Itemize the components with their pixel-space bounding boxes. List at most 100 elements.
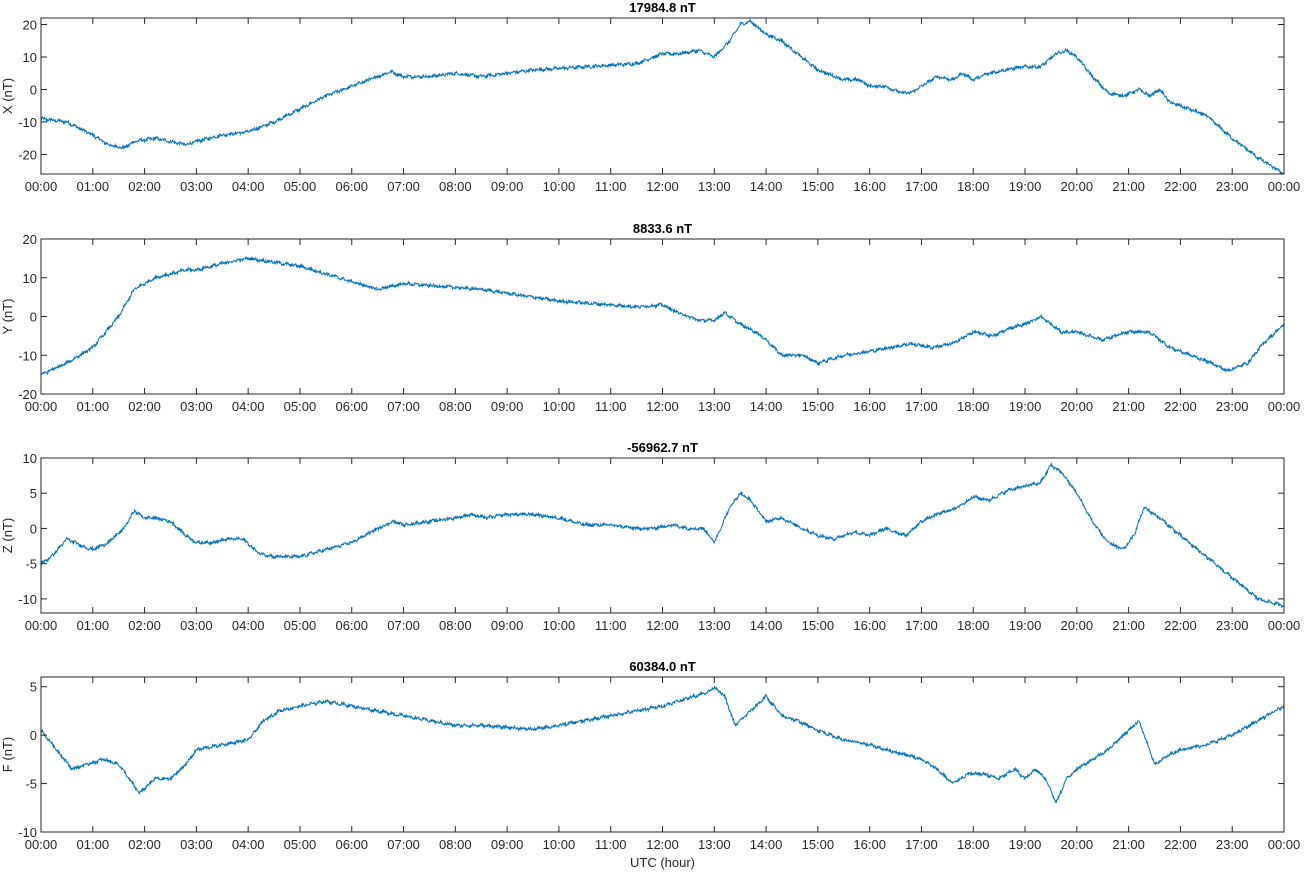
x-tick-label: 17:00 <box>905 179 938 194</box>
x-tick-label: 20:00 <box>1061 837 1094 852</box>
x-tick-label: 09:00 <box>491 618 524 633</box>
x-tick-label: 11:00 <box>595 179 627 194</box>
y-tick-label: -5 <box>25 557 37 572</box>
x-tick-label: 00:00 <box>25 399 58 414</box>
x-tick-label: 00:00 <box>25 618 58 633</box>
x-tick-label: 12:00 <box>646 618 679 633</box>
x-tick-label: 13:00 <box>698 399 731 414</box>
x-tick-label: 06:00 <box>335 399 368 414</box>
x-tick-label: 15:00 <box>802 399 835 414</box>
x-tick-label: 15:00 <box>802 179 835 194</box>
x-tick-label: 16:00 <box>853 837 886 852</box>
y-tick-label: 5 <box>30 486 37 501</box>
y-tick-label: 10 <box>23 271 37 286</box>
x-tick-label: 14:00 <box>750 179 783 194</box>
x-tick-label: 01:00 <box>77 399 110 414</box>
x-tick-label: 22:00 <box>1164 399 1197 414</box>
data-line <box>41 461 1284 609</box>
x-tick-label: 08:00 <box>439 837 472 852</box>
x-tick-label: 20:00 <box>1061 399 1094 414</box>
x-tick-label: 10:00 <box>543 837 576 852</box>
x-tick-label: 13:00 <box>698 837 731 852</box>
x-tick-label: 11:00 <box>595 837 627 852</box>
x-tick-label: 09:00 <box>491 399 524 414</box>
x-tick-label: 07:00 <box>387 179 420 194</box>
y-tick-label: -20 <box>18 148 37 163</box>
x-tick-label: 02:00 <box>128 179 161 194</box>
x-tick-label: 09:00 <box>491 837 524 852</box>
x-tick-label: 14:00 <box>750 618 783 633</box>
data-line <box>41 256 1284 376</box>
x-tick-label: 18:00 <box>957 837 990 852</box>
x-tick-label: 21:00 <box>1112 179 1145 194</box>
x-tick-label: 22:00 <box>1164 179 1197 194</box>
x-tick-label: 11:00 <box>595 618 627 633</box>
x-tick-label: 00:00 <box>1268 399 1301 414</box>
x-axis-label: UTC (hour) <box>630 855 695 870</box>
x-tick-label: 08:00 <box>439 618 472 633</box>
panel-title: 60384.0 nT <box>629 659 696 674</box>
x-tick-label: 04:00 <box>232 399 265 414</box>
x-tick-label: 00:00 <box>1268 837 1301 852</box>
x-tick-label: 23:00 <box>1216 837 1249 852</box>
y-axis-label: Y (nT) <box>0 299 15 335</box>
panel-title: 8833.6 nT <box>633 221 692 236</box>
x-tick-label: 07:00 <box>387 399 420 414</box>
y-tick-label: 0 <box>30 521 37 536</box>
x-tick-label: 00:00 <box>1268 179 1301 194</box>
x-tick-label: 02:00 <box>128 618 161 633</box>
y-tick-label: 20 <box>23 232 37 247</box>
x-tick-label: 23:00 <box>1216 179 1249 194</box>
x-tick-label: 02:00 <box>128 837 161 852</box>
y-tick-label: 10 <box>23 50 37 65</box>
x-tick-label: 10:00 <box>543 618 576 633</box>
x-tick-label: 05:00 <box>284 399 317 414</box>
x-tick-label: 23:00 <box>1216 618 1249 633</box>
y-tick-label: 0 <box>30 83 37 98</box>
y-axis-label: X (nT) <box>0 78 15 114</box>
x-tick-label: 19:00 <box>1009 399 1042 414</box>
x-tick-label: 15:00 <box>802 618 835 633</box>
x-tick-label: 18:00 <box>957 179 990 194</box>
x-tick-label: 01:00 <box>77 179 110 194</box>
x-tick-label: 03:00 <box>180 179 213 194</box>
x-tick-label: 10:00 <box>543 179 576 194</box>
x-tick-label: 05:00 <box>284 618 317 633</box>
y-tick-label: -20 <box>18 387 37 402</box>
x-tick-label: 03:00 <box>180 837 213 852</box>
x-tick-label: 21:00 <box>1112 399 1145 414</box>
x-tick-label: 02:00 <box>128 399 161 414</box>
y-axis-label: F (nT) <box>0 737 15 772</box>
x-tick-label: 04:00 <box>232 618 265 633</box>
x-tick-label: 04:00 <box>232 179 265 194</box>
x-tick-label: 03:00 <box>180 618 213 633</box>
y-tick-label: 20 <box>23 18 37 33</box>
x-tick-label: 07:00 <box>387 618 420 633</box>
x-tick-label: 17:00 <box>905 837 938 852</box>
panel-z: 00:00 01:00 02:00 03:00 04:00 05:00 06:00 07:00… <box>0 440 1300 633</box>
x-tick-label: 08:00 <box>439 399 472 414</box>
panel-x: 00:00 01:00 02:00 03:00 04:00 05:00 06:00 07:00… <box>0 0 1300 194</box>
x-tick-label: 21:00 <box>1112 837 1145 852</box>
data-line <box>41 18 1284 174</box>
y-tick-label: -10 <box>18 348 37 363</box>
x-tick-label: 07:00 <box>387 837 420 852</box>
x-tick-label: 03:00 <box>180 399 213 414</box>
y-tick-label: 5 <box>30 680 37 695</box>
x-tick-label: 13:00 <box>698 618 731 633</box>
x-tick-label: 13:00 <box>698 179 731 194</box>
y-tick-label: 0 <box>30 728 37 743</box>
x-tick-label: 09:00 <box>491 179 524 194</box>
x-tick-label: 17:00 <box>905 618 938 633</box>
x-tick-label: 10:00 <box>543 399 576 414</box>
x-tick-label: 15:00 <box>802 837 835 852</box>
x-tick-label: 19:00 <box>1009 618 1042 633</box>
x-tick-label: 00:00 <box>25 179 58 194</box>
x-tick-label: 16:00 <box>853 179 886 194</box>
axes-box <box>40 238 1285 395</box>
x-tick-label: 06:00 <box>335 837 368 852</box>
x-tick-label: 20:00 <box>1061 179 1094 194</box>
x-tick-label: 08:00 <box>439 179 472 194</box>
axes-box <box>40 17 1285 175</box>
panel-title: -56962.7 nT <box>627 440 698 455</box>
